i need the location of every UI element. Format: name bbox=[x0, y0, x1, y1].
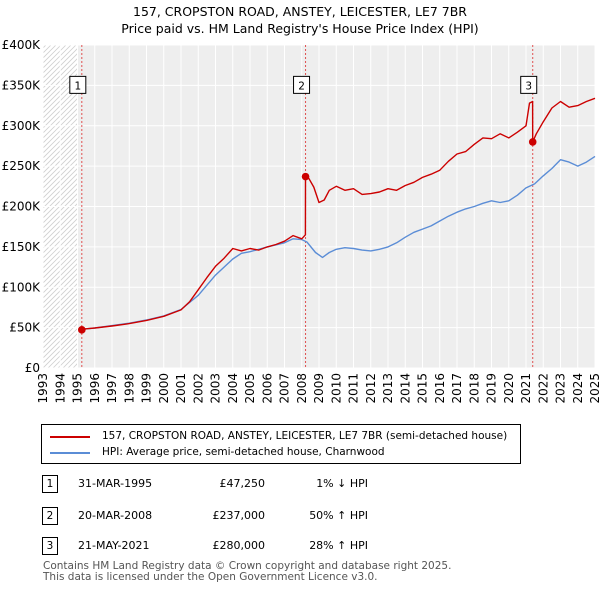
footer-license: This data is licensed under the Open Gov… bbox=[43, 571, 378, 583]
x-tick-label: 2004 bbox=[226, 373, 240, 404]
sale-marker-label: 2 bbox=[298, 80, 305, 92]
footer: Contains HM Land Registry data © Crown c… bbox=[43, 561, 451, 583]
x-tick-label: 2016 bbox=[433, 373, 447, 404]
x-tick-label: 2022 bbox=[536, 373, 550, 404]
hatch-stroke bbox=[43, 287, 78, 324]
x-tick-label: 2001 bbox=[174, 373, 188, 404]
chart-title: 157, CROPSTON ROAD, ANSTEY, LEICESTER, L… bbox=[133, 4, 467, 19]
x-axis-ticks: 1993 1994 1995 1996 1997 1998 1999 2000 2001 2002… bbox=[36, 373, 600, 404]
footer-copyright: Contains HM Land Registry data © Crown c… bbox=[43, 560, 452, 572]
y-tick-label: £200K bbox=[2, 200, 42, 214]
transaction-price: £47,250 bbox=[219, 477, 266, 490]
transaction-date: 31-MAR-1995 bbox=[78, 477, 153, 490]
transaction-date: 20-MAR-2008 bbox=[78, 509, 153, 522]
x-tick-label: 2009 bbox=[312, 373, 326, 404]
hatch-stroke bbox=[43, 82, 78, 119]
x-tick-label: 2017 bbox=[450, 373, 464, 404]
series-line bbox=[81, 155, 596, 330]
transaction-number: 3 bbox=[42, 537, 58, 555]
y-tick-label: £50K bbox=[9, 321, 41, 335]
chart-subtitle: Price paid vs. HM Land Registry's House … bbox=[121, 21, 479, 36]
sale-point bbox=[78, 326, 86, 334]
transaction-row: 2 20-MAR-2008 £237,000 50% ↑ HPI bbox=[0, 505, 600, 527]
y-tick-label: £300K bbox=[2, 119, 42, 133]
y-tick-label: £150K bbox=[2, 240, 42, 254]
hatch-stroke bbox=[43, 67, 78, 104]
transaction-hpi: 1% ↓ HPI bbox=[316, 477, 368, 490]
x-tick-label: 2007 bbox=[278, 373, 292, 404]
sale-point bbox=[528, 138, 537, 146]
sale-marker-box bbox=[69, 75, 87, 94]
x-tick-label: 1998 bbox=[122, 373, 136, 404]
x-tick-label: 2013 bbox=[381, 373, 395, 404]
y-tick-label: £100K bbox=[2, 280, 42, 294]
x-tick-label: 2024 bbox=[571, 373, 585, 404]
sale-marker-label: 1 bbox=[74, 80, 81, 92]
x-tick-label: 2021 bbox=[519, 373, 533, 404]
sale-marker-box bbox=[293, 75, 311, 94]
x-tick-label: 2011 bbox=[347, 373, 361, 404]
x-tick-label: 1999 bbox=[140, 373, 154, 404]
series-line bbox=[81, 97, 596, 331]
hatch-stroke bbox=[43, 77, 78, 114]
y-tick-label: £400K bbox=[2, 38, 42, 52]
sale-points bbox=[78, 138, 537, 334]
sale-marker-box bbox=[520, 75, 538, 94]
x-tick-label: 2012 bbox=[364, 373, 378, 404]
x-tick-label: 2008 bbox=[295, 373, 309, 404]
transaction-date: 21-MAY-2021 bbox=[78, 539, 150, 552]
gridlines bbox=[42, 44, 596, 369]
x-tick-label: 2000 bbox=[157, 373, 171, 404]
x-tick-label: 1996 bbox=[88, 373, 102, 404]
x-tick-label: 1994 bbox=[53, 373, 67, 404]
x-tick-label: 2025 bbox=[588, 373, 600, 404]
legend-property-label: 157, CROPSTON ROAD, ANSTEY, LEICESTER, L… bbox=[102, 430, 508, 442]
transaction-price: £237,000 bbox=[212, 509, 266, 522]
transaction-number: 2 bbox=[42, 507, 58, 525]
hatch-stroke bbox=[43, 302, 78, 339]
sale-point bbox=[301, 172, 310, 181]
x-tick-label: 2010 bbox=[329, 373, 343, 404]
hatch-stroke bbox=[43, 307, 78, 344]
hatch-stroke bbox=[43, 92, 78, 129]
y-tick-label: £0 bbox=[25, 361, 40, 375]
transaction-row: 3 21-MAY-2021 £280,000 28% ↑ HPI bbox=[0, 535, 600, 557]
legend-hpi-label: HPI: Average price, semi-detached house,… bbox=[102, 446, 385, 458]
legend-property-swatch bbox=[50, 436, 90, 438]
legend: 157, CROPSTON ROAD, ANSTEY, LEICESTER, L… bbox=[41, 424, 521, 464]
sale-marker-label: 3 bbox=[525, 80, 532, 92]
y-tick-label: £350K bbox=[2, 78, 42, 92]
hatch-stroke bbox=[43, 87, 78, 124]
transaction-number: 1 bbox=[42, 475, 58, 493]
transaction-row: 1 31-MAR-1995 £47,250 1% ↓ HPI bbox=[0, 473, 600, 495]
x-tick-label: 2023 bbox=[554, 373, 568, 404]
hatch-stroke bbox=[43, 72, 78, 109]
hatch-stroke bbox=[43, 297, 78, 334]
x-tick-label: 2002 bbox=[191, 373, 205, 404]
x-tick-label: 1993 bbox=[36, 373, 50, 404]
transaction-hpi: 28% ↑ HPI bbox=[309, 539, 368, 552]
y-tick-label: £250K bbox=[2, 159, 42, 173]
hatch-stroke bbox=[43, 282, 78, 319]
sale-marker-boxes: 1 2 3 bbox=[69, 75, 538, 94]
hatch-stroke bbox=[43, 312, 78, 349]
x-tick-label: 2005 bbox=[243, 373, 257, 404]
series-lines bbox=[81, 97, 596, 331]
legend-hpi-swatch bbox=[50, 452, 90, 454]
x-tick-label: 2014 bbox=[398, 373, 412, 404]
x-tick-label: 2018 bbox=[467, 373, 481, 404]
x-tick-label: 2020 bbox=[502, 373, 516, 404]
price-chart: 1 2 3 £0 £50K £100K £150K £200K £250K £300K £350K… bbox=[2, 38, 600, 404]
x-tick-label: 2015 bbox=[416, 373, 430, 404]
transaction-price: £280,000 bbox=[212, 539, 266, 552]
x-tick-label: 2003 bbox=[209, 373, 223, 404]
hatch-stroke bbox=[43, 292, 78, 329]
transaction-hpi: 50% ↑ HPI bbox=[309, 509, 368, 522]
x-tick-label: 1995 bbox=[71, 373, 85, 404]
x-tick-label: 2006 bbox=[260, 373, 274, 404]
x-tick-label: 1997 bbox=[105, 373, 119, 404]
x-tick-label: 2019 bbox=[485, 373, 499, 404]
y-axis-ticks: £0 £50K £100K £150K £200K £250K £300K £350K £400… bbox=[2, 38, 42, 375]
